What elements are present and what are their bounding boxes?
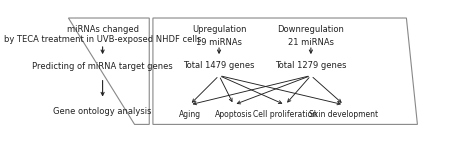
Text: Predicting of miRNA target genes: Predicting of miRNA target genes [32, 62, 173, 71]
Text: Total 1479 genes: Total 1479 genes [183, 61, 255, 70]
Text: 19 miRNAs: 19 miRNAs [196, 38, 242, 47]
Text: 21 miRNAs: 21 miRNAs [288, 38, 334, 47]
Text: Cell proliferation: Cell proliferation [253, 110, 317, 119]
Text: Gene ontology analysis: Gene ontology analysis [54, 107, 152, 116]
Text: Aging: Aging [179, 110, 201, 119]
Text: Skin development: Skin development [310, 110, 379, 119]
Text: Apoptosis: Apoptosis [215, 110, 253, 119]
Text: Upregulation: Upregulation [192, 25, 246, 34]
Text: Downregulation: Downregulation [277, 25, 344, 34]
Text: Total 1279 genes: Total 1279 genes [275, 61, 346, 70]
Text: miRNAs changed
by TECA treatment in UVB-exposed NHDF cells: miRNAs changed by TECA treatment in UVB-… [4, 25, 201, 44]
